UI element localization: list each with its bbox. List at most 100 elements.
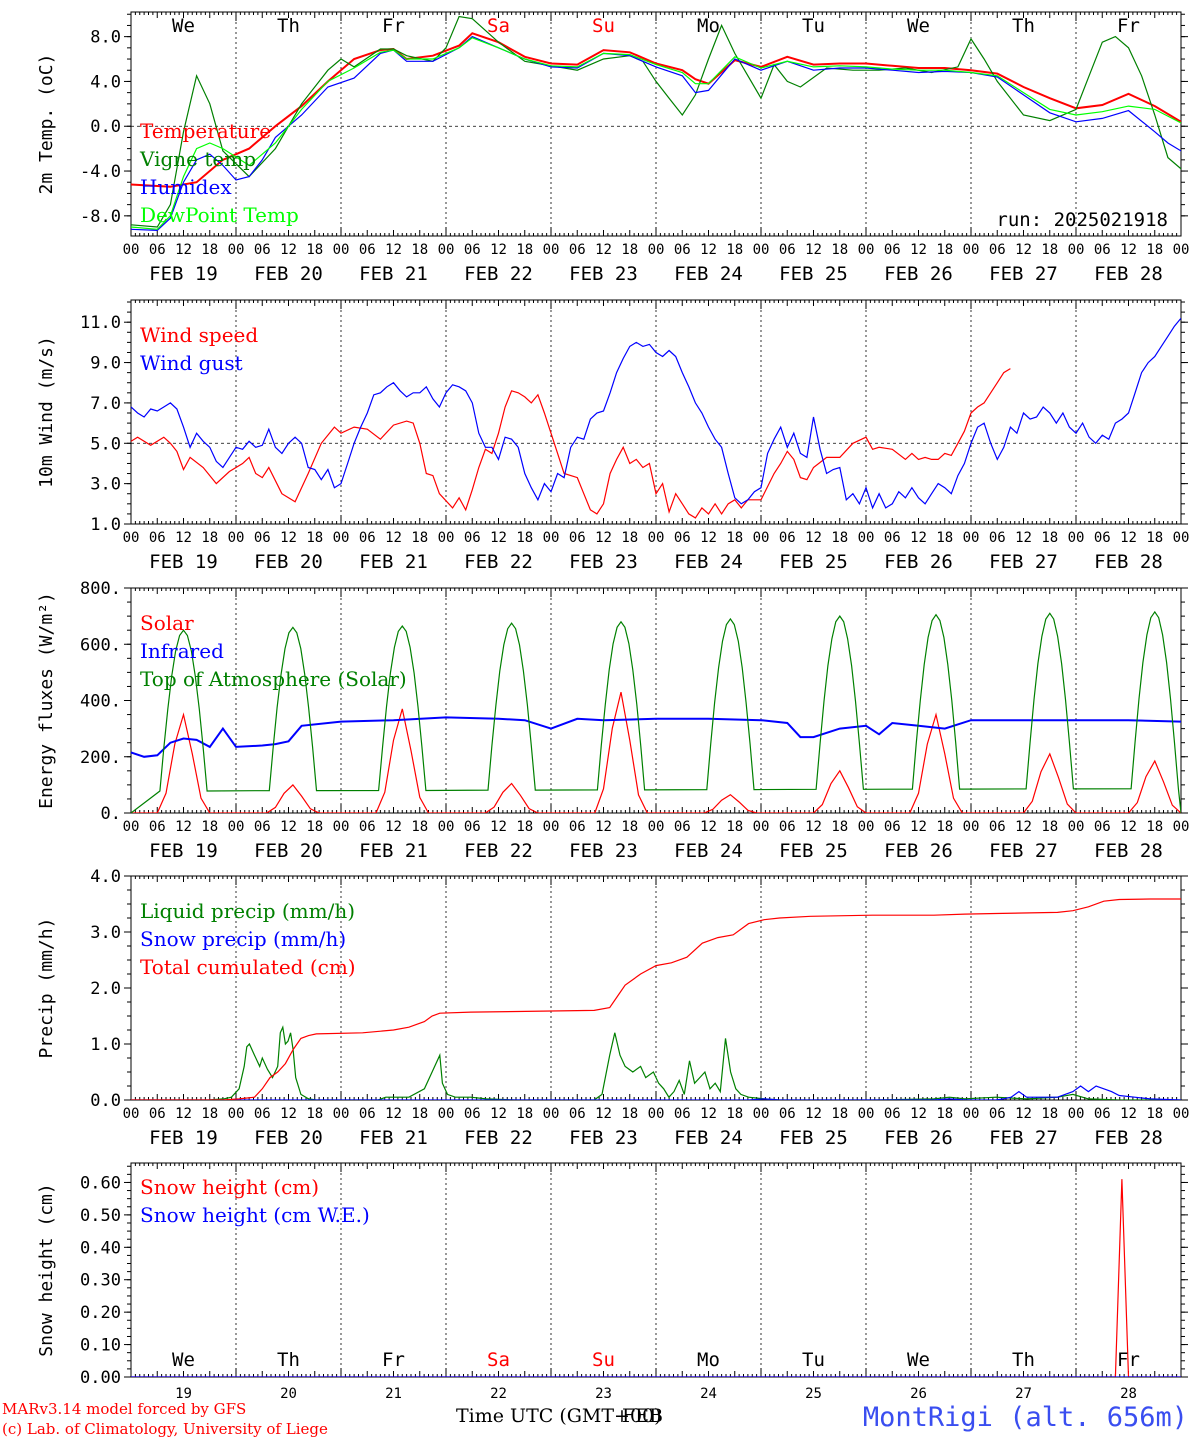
hour-tick-label: 12 bbox=[280, 1106, 297, 1122]
hour-tick-label: 06 bbox=[1094, 242, 1111, 258]
legend-entry: Temperature bbox=[140, 119, 271, 143]
day-label: FEB 23 bbox=[569, 1127, 638, 1149]
hour-tick-label: 00 bbox=[543, 819, 560, 835]
hour-tick-label: 00 bbox=[333, 819, 350, 835]
day-label: FEB 19 bbox=[149, 263, 218, 285]
hour-tick-label: 12 bbox=[280, 242, 297, 258]
day-label: FEB 24 bbox=[674, 1127, 743, 1149]
hour-tick-label: 06 bbox=[569, 530, 586, 546]
hour-tick-label: 18 bbox=[936, 1106, 953, 1122]
hour-tick-label: 00 bbox=[123, 242, 140, 258]
legend-entry: Humidex bbox=[140, 175, 232, 199]
hour-tick-label: 18 bbox=[621, 1106, 638, 1122]
hour-tick-label: 06 bbox=[884, 242, 901, 258]
y-axis-label: Snow height (cm) bbox=[36, 1183, 57, 1356]
time-axis-label: Time UTC (GMT+00) FEB bbox=[456, 1405, 663, 1427]
hour-tick-label: 00 bbox=[438, 1106, 455, 1122]
day-label: FEB 26 bbox=[884, 840, 953, 862]
hour-tick-label: 12 bbox=[490, 1106, 507, 1122]
hour-tick-label: 18 bbox=[516, 1106, 533, 1122]
hour-tick-label: 00 bbox=[228, 530, 245, 546]
weekday-label: Su bbox=[592, 15, 615, 37]
series-line bbox=[131, 368, 1011, 519]
weekday-label: Mo bbox=[697, 1349, 720, 1371]
hour-tick-label: 06 bbox=[569, 242, 586, 258]
weekday-label: Sa bbox=[487, 1349, 510, 1371]
time-axis-text: Time UTC (GMT+00) bbox=[456, 1405, 662, 1427]
y-tick-label: 4.0 bbox=[90, 867, 121, 887]
hour-tick-label: 00 bbox=[753, 242, 770, 258]
series-line bbox=[131, 610, 1181, 813]
hour-tick-label: 06 bbox=[1094, 1106, 1111, 1122]
hour-tick-label: 06 bbox=[569, 819, 586, 835]
day-label: FEB 23 bbox=[569, 551, 638, 573]
legend-entry: Vigne temp bbox=[139, 147, 256, 171]
hour-tick-label: 18 bbox=[201, 530, 218, 546]
hour-tick-label: 12 bbox=[700, 1106, 717, 1122]
hour-tick-label: 06 bbox=[779, 819, 796, 835]
hour-tick-label: 18 bbox=[411, 1106, 428, 1122]
hour-tick-label: 00 bbox=[1068, 242, 1085, 258]
day-label: FEB 27 bbox=[989, 263, 1058, 285]
hour-tick-label: 18 bbox=[306, 819, 323, 835]
hour-tick-label: 18 bbox=[1041, 530, 1058, 546]
day-label: FEB 20 bbox=[254, 551, 323, 573]
legend-entry: DewPoint Temp bbox=[140, 203, 299, 227]
hour-tick-label: 18 bbox=[831, 819, 848, 835]
weekday-label: Tu bbox=[802, 15, 825, 37]
series-line bbox=[131, 317, 1181, 510]
hour-tick-label: 18 bbox=[1146, 1106, 1163, 1122]
y-tick-label: 0.0 bbox=[90, 117, 121, 137]
day-label: FEB 23 bbox=[569, 263, 638, 285]
hour-tick-label: 18 bbox=[621, 819, 638, 835]
hour-tick-label: 12 bbox=[385, 530, 402, 546]
hour-tick-label: 00 bbox=[858, 819, 875, 835]
hour-tick-label: 12 bbox=[175, 242, 192, 258]
hour-tick-label: 06 bbox=[464, 819, 481, 835]
y-tick-label: 1.0 bbox=[90, 515, 121, 535]
hour-tick-label: 12 bbox=[490, 242, 507, 258]
series-line bbox=[131, 898, 1181, 1100]
y-tick-label: 400. bbox=[80, 692, 121, 712]
hour-tick-label: 12 bbox=[595, 242, 612, 258]
hour-tick-label: 18 bbox=[201, 242, 218, 258]
hour-tick-label: 18 bbox=[411, 530, 428, 546]
hour-tick-label: 06 bbox=[254, 819, 271, 835]
y-tick-label: 0.20 bbox=[80, 1303, 121, 1323]
hour-tick-label: 18 bbox=[306, 1106, 323, 1122]
hour-tick-label: 18 bbox=[726, 242, 743, 258]
hour-tick-label: 12 bbox=[175, 1106, 192, 1122]
y-tick-label: 800. bbox=[80, 579, 121, 599]
day-label: FEB 20 bbox=[254, 1127, 323, 1149]
y-axis-label: Precip (mm/h) bbox=[36, 918, 57, 1059]
weekday-label: We bbox=[172, 1349, 195, 1371]
hour-tick-label: 18 bbox=[516, 530, 533, 546]
hour-tick-label: 00 bbox=[648, 242, 665, 258]
day-label: FEB 21 bbox=[359, 551, 428, 573]
y-tick-label: 0.0 bbox=[90, 1091, 121, 1111]
hour-tick-label: 18 bbox=[936, 819, 953, 835]
day-number: 28 bbox=[1120, 1386, 1137, 1400]
hour-tick-label: 06 bbox=[674, 530, 691, 546]
hour-tick-label: 00 bbox=[543, 1106, 560, 1122]
y-tick-label: 9.0 bbox=[90, 354, 121, 374]
hour-tick-label: 12 bbox=[1015, 819, 1032, 835]
hour-tick-label: 18 bbox=[306, 530, 323, 546]
hour-tick-label: 00 bbox=[858, 242, 875, 258]
y-tick-label: 0.00 bbox=[80, 1368, 121, 1388]
day-label: FEB 25 bbox=[779, 551, 848, 573]
hour-tick-label: 06 bbox=[254, 242, 271, 258]
weekday-label: Fr bbox=[382, 15, 405, 37]
weekday-label: We bbox=[907, 1349, 930, 1371]
hour-tick-label: 06 bbox=[884, 1106, 901, 1122]
weekday-label: Su bbox=[592, 1349, 615, 1371]
y-tick-label: 200. bbox=[80, 748, 121, 768]
weekday-label: Fr bbox=[1117, 15, 1140, 37]
hour-tick-label: 00 bbox=[123, 1106, 140, 1122]
hour-tick-label: 12 bbox=[175, 819, 192, 835]
weekday-label: Fr bbox=[382, 1349, 405, 1371]
day-label: FEB 19 bbox=[149, 551, 218, 573]
legend-entry: Snow height (cm) bbox=[140, 1175, 319, 1199]
weekday-label: Tu bbox=[802, 1349, 825, 1371]
day-label: FEB 21 bbox=[359, 1127, 428, 1149]
